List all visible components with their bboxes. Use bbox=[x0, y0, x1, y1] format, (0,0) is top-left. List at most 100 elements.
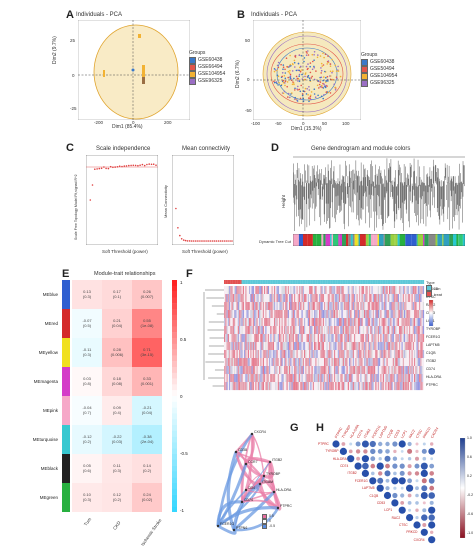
expression-cell bbox=[410, 310, 412, 319]
expression-cell bbox=[255, 294, 257, 303]
expression-cell bbox=[314, 334, 316, 343]
pca-point-b bbox=[305, 93, 308, 95]
expression-cell bbox=[307, 318, 310, 327]
expression-cell bbox=[332, 310, 335, 319]
expression-cell bbox=[370, 310, 372, 319]
expression-cell bbox=[301, 326, 303, 335]
expression-cell bbox=[414, 286, 416, 295]
module-trait-r: 0.12 bbox=[113, 492, 122, 497]
correlation-circle bbox=[415, 508, 419, 512]
expression-cell bbox=[419, 318, 421, 327]
expression-cell bbox=[335, 350, 337, 359]
module-trait-cell bbox=[132, 396, 162, 425]
scale-step bbox=[172, 401, 177, 408]
expression-cell bbox=[311, 358, 313, 367]
expression-cell bbox=[326, 310, 328, 319]
pca-point-b bbox=[333, 83, 335, 86]
expression-cell bbox=[355, 374, 357, 383]
heatmap-gene-label: CTSC bbox=[426, 295, 436, 299]
expression-cell bbox=[374, 358, 376, 367]
expression-cell bbox=[409, 286, 411, 295]
expression-cell bbox=[350, 374, 352, 383]
expression-cell bbox=[347, 310, 350, 319]
sample-type-cell bbox=[405, 280, 407, 284]
expression-cell bbox=[399, 318, 401, 327]
expression-cell bbox=[384, 374, 386, 383]
expression-cell bbox=[290, 302, 292, 311]
expression-cell bbox=[407, 286, 410, 295]
correlation-circle bbox=[391, 477, 399, 485]
correlation-circle bbox=[407, 464, 412, 469]
pca-ylabel-b: Dim2 (6.7%) bbox=[235, 60, 241, 88]
pca-point-b bbox=[306, 52, 308, 54]
expression-cell bbox=[304, 302, 306, 311]
expression-cell bbox=[229, 342, 231, 351]
expression-cell bbox=[402, 286, 405, 295]
expression-cell bbox=[235, 342, 237, 351]
expression-cell bbox=[356, 334, 358, 343]
expression-cell bbox=[275, 382, 277, 391]
expression-cell bbox=[291, 286, 293, 295]
expression-cell bbox=[269, 310, 271, 319]
expression-cell bbox=[412, 310, 415, 319]
expression-cell bbox=[354, 366, 356, 375]
expression-cell bbox=[302, 310, 305, 319]
module-trait-p: (0.6) bbox=[83, 468, 92, 473]
expression-cell bbox=[326, 318, 328, 327]
expression-cell bbox=[305, 326, 307, 335]
expression-cell bbox=[239, 382, 241, 391]
expression-cell bbox=[399, 326, 401, 335]
module-trait-cell bbox=[72, 309, 102, 338]
expression-cell bbox=[231, 302, 233, 311]
expression-cell bbox=[401, 286, 403, 295]
expression-cell bbox=[320, 366, 322, 375]
expression-cell bbox=[416, 366, 418, 375]
connectivity-point bbox=[211, 240, 214, 242]
expression-cell bbox=[416, 326, 418, 335]
sample-type-cell bbox=[399, 280, 401, 284]
expression-cell bbox=[326, 302, 328, 311]
expression-cell bbox=[416, 350, 418, 359]
expression-cell bbox=[395, 366, 397, 375]
expression-cell bbox=[324, 358, 326, 367]
pca-ytick-a-2: -25 bbox=[70, 106, 77, 111]
expression-cell bbox=[262, 310, 265, 319]
expression-cell bbox=[350, 318, 352, 327]
expression-cell bbox=[339, 286, 341, 295]
expression-cell bbox=[419, 294, 421, 303]
expression-cell bbox=[370, 350, 372, 359]
pca-ytick-b-1: 0 bbox=[247, 77, 250, 82]
pca-point-b bbox=[309, 94, 312, 97]
expression-cell bbox=[267, 382, 270, 391]
expression-cell bbox=[314, 326, 316, 335]
expression-cell bbox=[390, 286, 392, 295]
expression-cell bbox=[280, 358, 282, 367]
network-node bbox=[268, 460, 272, 464]
expression-cell bbox=[417, 326, 420, 335]
expression-cell bbox=[281, 286, 283, 295]
expression-cell bbox=[390, 294, 392, 303]
expression-cell bbox=[344, 342, 346, 351]
module-trait-cell bbox=[132, 338, 162, 367]
expression-cell bbox=[392, 302, 395, 311]
expression-cell bbox=[307, 302, 310, 311]
module-color-segment bbox=[346, 234, 349, 246]
module-trait-cell bbox=[102, 454, 132, 483]
expression-cell bbox=[264, 366, 266, 375]
scale-step bbox=[172, 436, 177, 443]
sample-type-cell bbox=[299, 280, 301, 284]
expression-cell bbox=[381, 374, 383, 383]
expression-cell bbox=[365, 374, 367, 383]
legend-item-b-1: GSE50494 bbox=[361, 66, 397, 73]
scale-point bbox=[128, 164, 130, 167]
correlation-circle bbox=[415, 456, 419, 461]
expression-cell bbox=[322, 294, 325, 303]
panel-h: H PTPRC TYROBP HLA-DRA CD74 ITGB2 FCER1G LAPTM… bbox=[316, 410, 474, 552]
pca-point-b bbox=[310, 91, 313, 93]
expression-cell bbox=[371, 350, 373, 359]
network-edge bbox=[216, 500, 243, 527]
expression-cell bbox=[226, 326, 228, 335]
expression-cell bbox=[339, 334, 341, 343]
module-trait-cell bbox=[132, 280, 162, 309]
expression-cell bbox=[347, 358, 350, 367]
